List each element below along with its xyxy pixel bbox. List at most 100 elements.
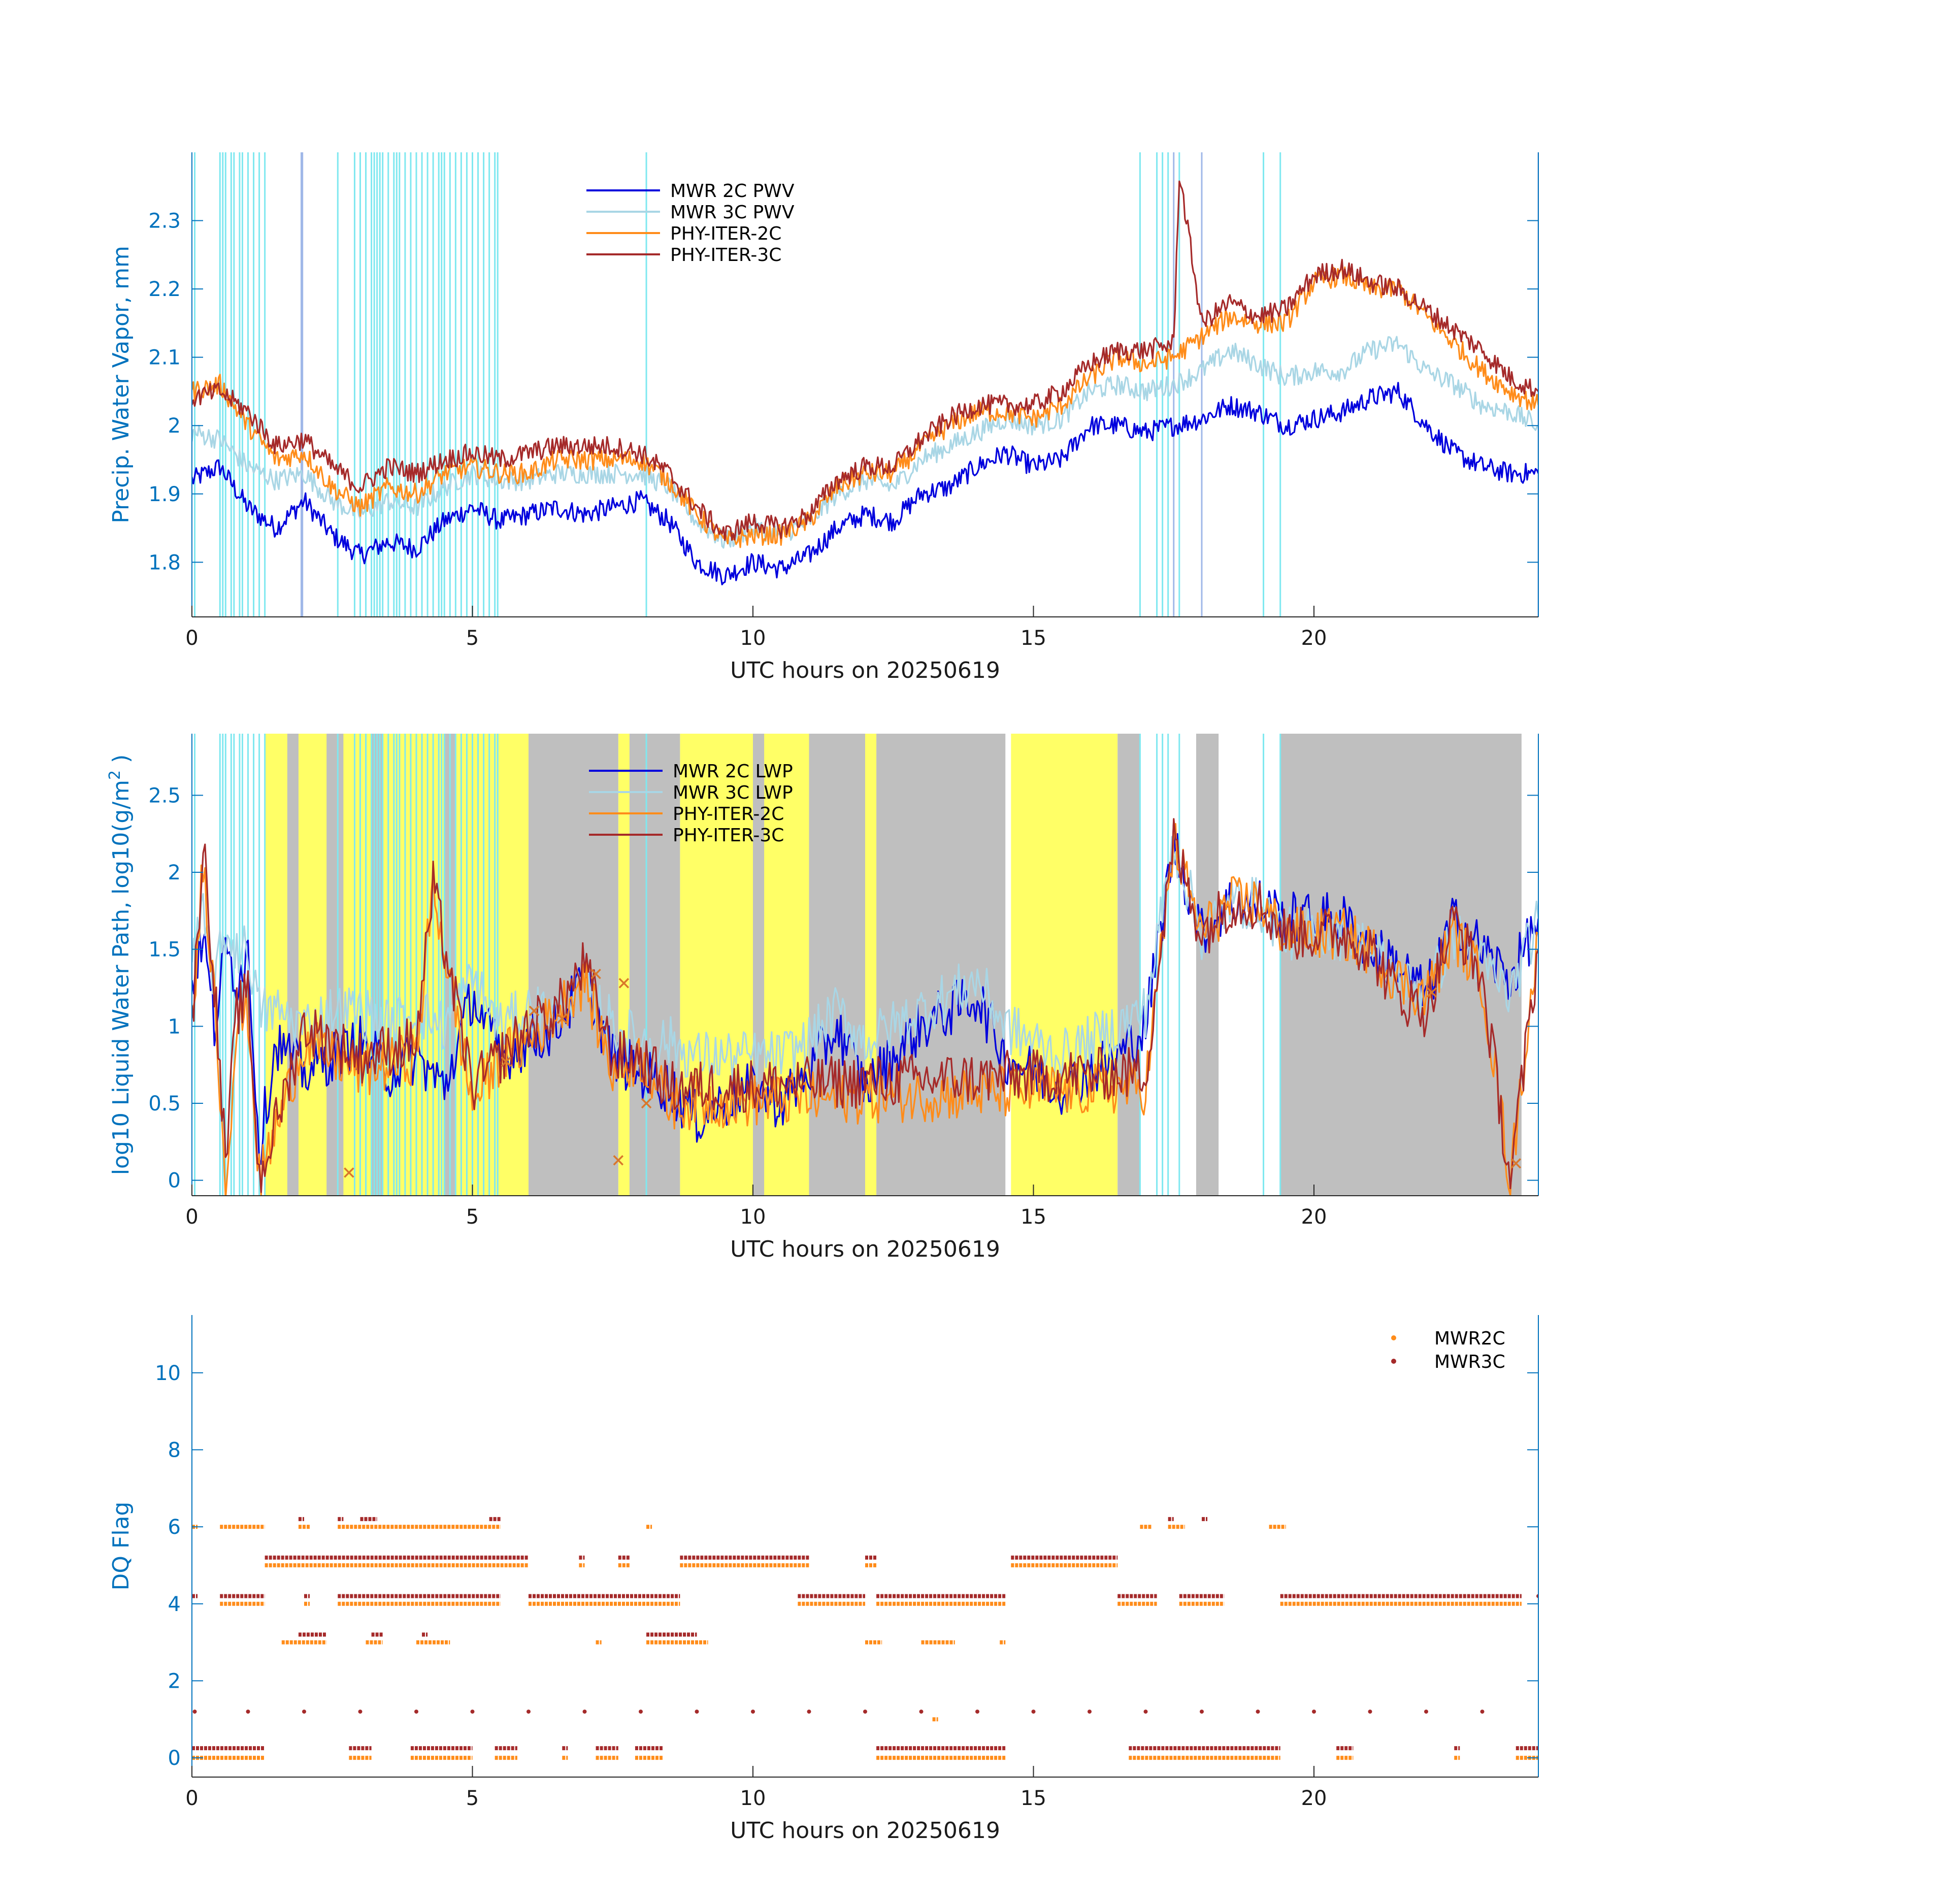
dq-point-1-4-15	[1031, 1710, 1036, 1714]
y-axis-label: Precip. Water Vapor, mm	[108, 246, 134, 523]
y-tick-label-1: 2	[168, 1669, 181, 1693]
dq-point-1-4-9	[695, 1710, 699, 1714]
y-axis-label-main: log10 Liquid Water Path, log10(g/m	[108, 780, 134, 1175]
dq-point-1-4-14	[975, 1710, 979, 1714]
y-axis-label-main: Precip. Water Vapor, mm	[108, 246, 134, 523]
legend-label-0: MWR 2C PWV	[670, 181, 795, 202]
x-tick-label-0: 0	[185, 1787, 198, 1810]
x-tick-label-0: 0	[185, 627, 198, 650]
y-tick-label-3: 2.1	[148, 346, 181, 370]
y-tick-label-5: 2.5	[148, 784, 181, 807]
dq-point-1-4-17	[1143, 1710, 1148, 1714]
y-tick-label-5: 2.3	[148, 210, 181, 233]
y-tick-label-0: 0	[168, 1747, 181, 1770]
x-marker-3	[557, 1013, 568, 1024]
series-line-1	[192, 836, 1538, 1084]
y-axis-label-superscript: 2	[106, 770, 124, 780]
x-tick-label-3: 15	[1021, 1787, 1046, 1810]
lwp-panel: 0 5 10 15 20 0 0.5 1 1.5 2 2.5 UTC hours on 2025061…	[106, 734, 1539, 1262]
y-axis-label: DQ Flag	[108, 1502, 134, 1591]
y-tick-label-2: 1	[168, 1015, 181, 1038]
y-tick-label-1: 0.5	[148, 1092, 181, 1115]
dq-point-1-4-11	[807, 1710, 811, 1714]
y-tick-label-4: 2.2	[148, 278, 181, 301]
x-marker-8	[1426, 987, 1437, 998]
y-tick-label-3: 1.5	[148, 938, 181, 962]
legend-swatch-0	[1391, 1335, 1396, 1340]
legend: MWR2C MWR3C	[1391, 1328, 1505, 1372]
x-axis-label: UTC hours on 20250619	[730, 1236, 1000, 1262]
x-tick-label-0: 0	[185, 1205, 198, 1229]
shaded-region-1-7	[809, 734, 865, 1196]
legend-label-3: PHY-ITER-3C	[673, 825, 784, 846]
y-tick-label-1: 1.9	[148, 483, 181, 506]
dq-point-1-4-4	[414, 1710, 418, 1714]
x-tick-label-1: 5	[466, 627, 479, 650]
x-tick-label-3: 15	[1021, 1205, 1046, 1229]
y-tick-label-0: 1.8	[148, 551, 181, 574]
x-tick-label-1: 5	[466, 1205, 479, 1229]
shaded-region-1-8	[876, 734, 1006, 1196]
x-tick-label-1: 5	[466, 1787, 479, 1810]
shaded-region-1-4	[529, 734, 618, 1196]
x-marker-0	[344, 1167, 354, 1178]
dq-point-1-4-2	[302, 1710, 306, 1714]
y-tick-label-3: 6	[168, 1516, 181, 1539]
dq-point-1-4-1	[246, 1710, 250, 1714]
dq-flag-panel: 0 5 10 15 20 0 2 4 6 8 10 UTC hours on 20250619 DQ F…	[108, 1315, 1539, 1844]
shaded-region-0-3	[865, 734, 877, 1196]
dq-point-1-4-0	[192, 1710, 197, 1714]
plot-area	[192, 734, 1538, 1196]
x-marker-6	[618, 978, 630, 989]
legend-label-1: MWR 3C PWV	[670, 202, 795, 223]
dq-point-1-4-5	[470, 1710, 475, 1714]
y-tick-label-2: 4	[168, 1593, 181, 1616]
shaded-region-0-4	[1011, 734, 1118, 1196]
x-tick-label-4: 20	[1301, 1205, 1327, 1229]
y-tick-label-4: 8	[168, 1438, 181, 1462]
dq-point-1-4-13	[919, 1710, 924, 1714]
legend-label-2: PHY-ITER-2C	[673, 804, 784, 825]
legend-label-0: MWR2C	[1434, 1328, 1505, 1349]
legend-label-1: MWR 3C LWP	[673, 782, 793, 803]
x-marker-9	[1510, 1158, 1522, 1169]
legend-label-3: PHY-ITER-3C	[670, 245, 781, 266]
shaded-region-1-0	[287, 734, 299, 1196]
y-axis-label-main: DQ Flag	[108, 1502, 134, 1591]
shaded-region-1-1	[326, 734, 344, 1196]
dq-point-1-4-12	[863, 1710, 867, 1714]
legend-swatch-1	[1391, 1359, 1396, 1364]
x-marker-1	[501, 1056, 512, 1067]
dq-point-1-4-19	[1256, 1710, 1260, 1714]
legend-label-0: MWR 2C LWP	[673, 761, 793, 782]
y-tick-label-5: 10	[155, 1362, 181, 1385]
y-axis-label: log10 Liquid Water Path, log10(g/m2 )	[106, 754, 135, 1175]
x-marker-7	[641, 1098, 652, 1109]
x-tick-label-4: 20	[1301, 1787, 1327, 1810]
dq-point-1-4-3	[358, 1710, 363, 1714]
legend-label-1: MWR3C	[1434, 1352, 1505, 1372]
x-tick-label-2: 10	[740, 1205, 766, 1229]
shaded-region-1-9	[1117, 734, 1140, 1196]
x-axis-label: UTC hours on 20250619	[730, 658, 1000, 683]
shaded-region-1-10	[1196, 734, 1219, 1196]
legend-label-2: PHY-ITER-2C	[670, 223, 781, 244]
x-axis-label: UTC hours on 20250619	[730, 1818, 1000, 1844]
x-tick-label-2: 10	[740, 627, 766, 650]
series-line-3	[192, 818, 1538, 1193]
x-tick-label-2: 10	[740, 1787, 766, 1810]
shaded-region-0-1	[618, 734, 630, 1196]
dq-point-1-4-18	[1200, 1710, 1204, 1714]
dq-point-1-4-10	[751, 1710, 755, 1714]
x-marker-4	[590, 968, 601, 979]
x-marker-5	[613, 1155, 624, 1166]
plot-area	[192, 152, 1538, 617]
dq-point-1-4-21	[1368, 1710, 1372, 1714]
dq-point-1-4-6	[526, 1710, 531, 1714]
y-tick-label-4: 2	[168, 861, 181, 884]
x-tick-label-3: 15	[1021, 627, 1046, 650]
y-tick-label-2: 2	[168, 414, 181, 438]
dq-point-1-4-8	[639, 1710, 643, 1714]
